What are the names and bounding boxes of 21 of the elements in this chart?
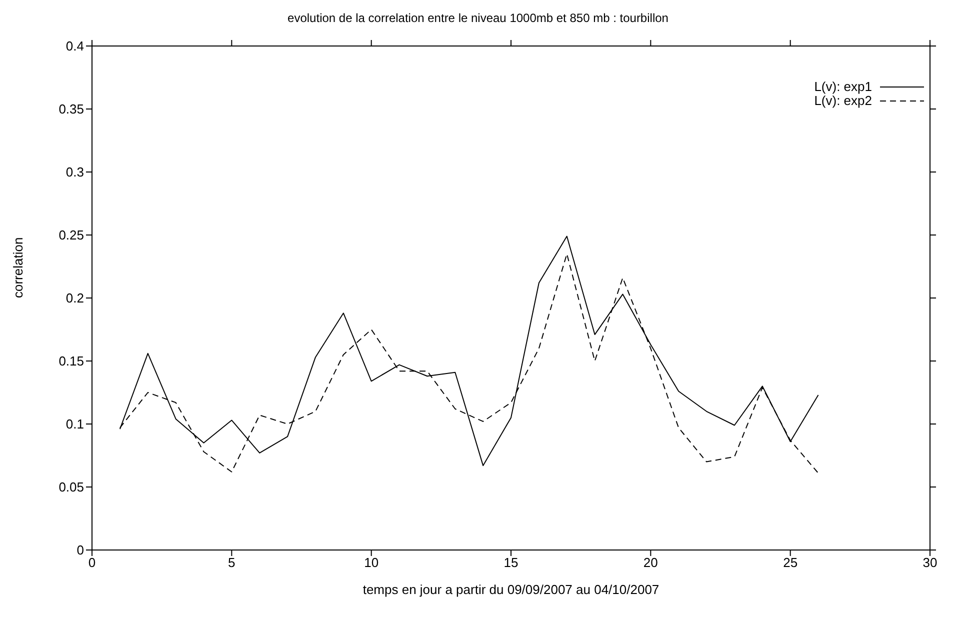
y-tick-label: 0.05 bbox=[58, 480, 84, 495]
y-tick-label: 0.1 bbox=[66, 416, 84, 432]
y-tick-label: 0.2 bbox=[66, 290, 84, 306]
y-tick-label: 0.3 bbox=[66, 164, 84, 180]
x-tick-label: 15 bbox=[504, 555, 518, 570]
y-tick-label: 0.4 bbox=[66, 38, 84, 54]
y-tick-label: 0.35 bbox=[58, 102, 84, 117]
y-tick-label: 0.25 bbox=[58, 228, 84, 243]
x-tick-label: 30 bbox=[922, 555, 938, 570]
x-axis-title: temps en jour a partir du 09/09/2007 au 04/10/2007 bbox=[362, 582, 660, 597]
y-tick-label: 0.15 bbox=[58, 354, 84, 369]
chart-title: evolution de la correlation entre le niveau 1000mb et 850 mb : tourbillon bbox=[286, 10, 670, 27]
x-tick-label: 20 bbox=[643, 555, 658, 570]
x-tick-label: 0 bbox=[88, 555, 96, 570]
x-tick-label: 5 bbox=[228, 555, 236, 570]
x-tick-label: 10 bbox=[364, 555, 379, 570]
legend-label: L(v): exp2 bbox=[814, 93, 872, 108]
x-tick-label: 25 bbox=[783, 555, 798, 570]
legend-label: L(v): exp1 bbox=[814, 79, 872, 94]
y-axis-title: correlation bbox=[10, 237, 26, 298]
y-tick-label: 0 bbox=[76, 542, 84, 558]
